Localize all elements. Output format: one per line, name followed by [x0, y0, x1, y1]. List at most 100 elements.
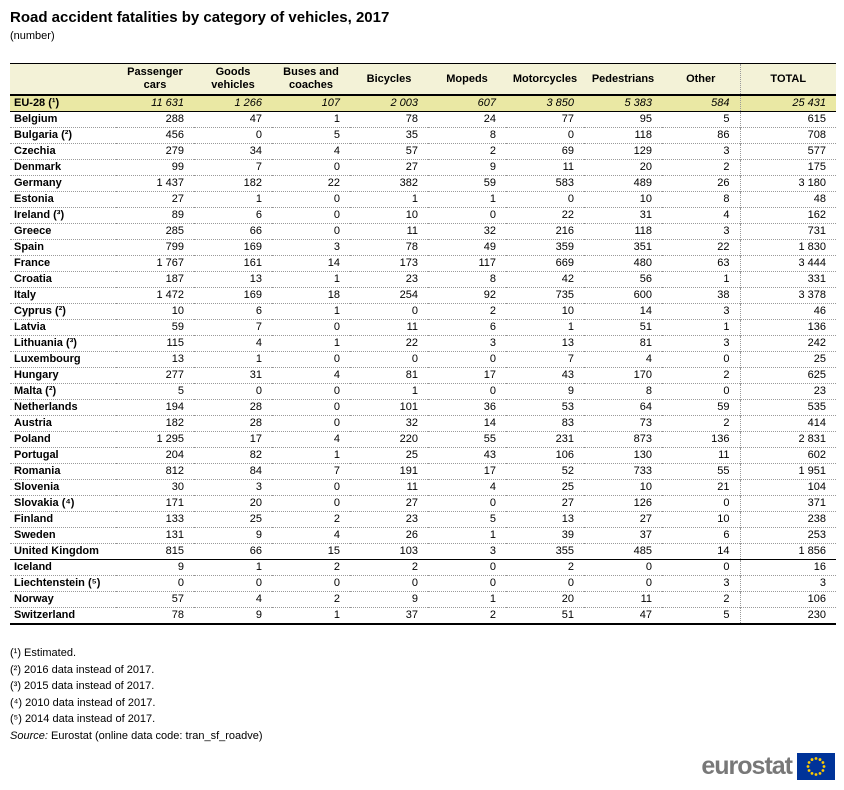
value-cell: 17: [483, 465, 496, 477]
value-cell: 14: [639, 305, 652, 317]
total-cell: 3: [739, 575, 836, 592]
table-row: Slovakia (⁴) 171 20 0 27 0 27 126 0 371: [10, 495, 836, 512]
value-cell: 11: [406, 321, 418, 333]
value-cell: 31: [249, 369, 262, 381]
value-cell: 51: [639, 321, 652, 333]
value-cell: 11 631: [151, 97, 184, 109]
value-cell: 83: [561, 417, 574, 429]
value-cell: 59: [483, 177, 496, 189]
value-cell: 1: [489, 593, 496, 605]
table-row: Bulgaria (²) 456 0 5 35 8 0 118 86 708: [10, 127, 836, 144]
value-cell: 13: [561, 513, 574, 525]
value-cell: 4: [333, 529, 340, 541]
country-label: Austria: [14, 417, 52, 429]
table-row: Liechtenstein (⁵) 0 0 0 0 0 0 0 3 3: [10, 575, 836, 592]
value-cell: 51: [561, 609, 574, 621]
value-cell: 0: [489, 353, 496, 365]
table-row: Greece 285 66 0 11 32 216 118 3 731: [10, 223, 836, 240]
value-cell: 0: [489, 497, 496, 509]
table-row: Luxembourg 13 1 0 0 0 7 4 0 25: [10, 351, 836, 368]
value-cell: 89: [171, 209, 184, 221]
value-cell: 733: [633, 465, 652, 477]
value-cell: 1: [255, 353, 262, 365]
corner-cell: [10, 63, 116, 95]
value-cell: 583: [555, 177, 574, 189]
country-label: Estonia: [14, 193, 54, 205]
total-cell: 23: [739, 383, 836, 400]
value-cell: 64: [639, 401, 652, 413]
table-row: Estonia 27 1 0 1 1 0 10 8 48: [10, 191, 836, 208]
value-cell: 49: [483, 241, 496, 253]
value-cell: 133: [165, 513, 184, 525]
table-row: Sweden 131 9 4 26 1 39 37 6 253: [10, 527, 836, 544]
value-cell: 77: [561, 113, 574, 125]
value-cell: 1: [333, 337, 340, 349]
value-cell: 194: [165, 401, 184, 413]
value-cell: 355: [555, 545, 574, 557]
value-cell: 24: [483, 113, 496, 125]
table-row: Norway 57 4 2 9 1 20 11 2 106: [10, 591, 836, 608]
value-cell: 7: [255, 161, 262, 173]
value-cell: 14: [717, 545, 730, 557]
value-cell: 59: [171, 321, 184, 333]
value-cell: 1: [333, 113, 340, 125]
table-row: Romania 812 84 7 191 17 52 733 55 1 951: [10, 463, 836, 480]
country-label: Netherlands: [14, 401, 78, 413]
value-cell: 1: [333, 273, 340, 285]
footnote: (³) 2015 data instead of 2017.: [10, 680, 155, 692]
value-cell: 812: [165, 465, 184, 477]
value-cell: 607: [477, 97, 496, 109]
total-cell: 414: [739, 415, 836, 432]
column-header: Buses and coaches: [272, 63, 350, 95]
value-cell: 43: [561, 369, 574, 381]
total-cell: 3 180: [739, 175, 836, 192]
value-cell: 136: [711, 433, 730, 445]
value-cell: 6: [723, 529, 730, 541]
value-cell: 0: [489, 561, 496, 573]
country-label: Liechtenstein (⁵): [14, 577, 101, 589]
column-header: Mopeds: [428, 63, 506, 95]
value-cell: 169: [243, 289, 262, 301]
value-cell: 84: [249, 465, 262, 477]
value-cell: 0: [333, 401, 340, 413]
value-cell: 78: [405, 241, 418, 253]
value-cell: 0: [255, 385, 262, 397]
value-cell: 2: [723, 417, 730, 429]
value-cell: 171: [165, 497, 184, 509]
country-label: Romania: [14, 465, 61, 477]
value-cell: 8: [645, 385, 652, 397]
value-cell: 0: [489, 385, 496, 397]
value-cell: 0: [333, 417, 340, 429]
value-cell: 204: [165, 449, 184, 461]
value-cell: 57: [405, 145, 418, 157]
value-cell: 480: [633, 257, 652, 269]
value-cell: 38: [717, 289, 730, 301]
total-cell: 625: [739, 367, 836, 384]
value-cell: 4: [333, 369, 340, 381]
value-cell: 489: [633, 177, 652, 189]
table-row: Slovenia 30 3 0 11 4 25 10 21 104: [10, 479, 836, 496]
value-cell: 0: [255, 129, 262, 141]
country-label: United Kingdom: [14, 545, 99, 557]
country-label: Luxembourg: [14, 353, 81, 365]
source-label: Source:: [10, 729, 48, 742]
value-cell: 22: [327, 177, 340, 189]
country-label: Malta (²): [14, 385, 57, 397]
value-cell: 6: [255, 209, 262, 221]
country-label: Czechia: [14, 145, 56, 157]
country-label: Greece: [14, 225, 52, 237]
page-title: Road accident fatalities by category of …: [10, 9, 390, 26]
value-cell: 78: [171, 609, 184, 621]
country-label: Cyprus (²): [14, 305, 66, 317]
value-cell: 1: [333, 449, 340, 461]
value-cell: 11: [718, 449, 730, 461]
value-cell: 95: [639, 113, 652, 125]
total-cell: 1 856: [739, 543, 836, 560]
table-row: Finland 133 25 2 23 5 13 27 10 238: [10, 511, 836, 528]
table-row: Germany 1 437 182 22 382 59 583 489 26 3 180: [10, 175, 836, 192]
value-cell: 2 003: [390, 97, 418, 109]
table-body: EU-28 (¹) 11 631 1 266 107 2 003 607 3 8…: [10, 95, 836, 624]
value-cell: 4: [723, 209, 730, 221]
value-cell: 0: [411, 577, 418, 589]
value-cell: 37: [639, 529, 652, 541]
